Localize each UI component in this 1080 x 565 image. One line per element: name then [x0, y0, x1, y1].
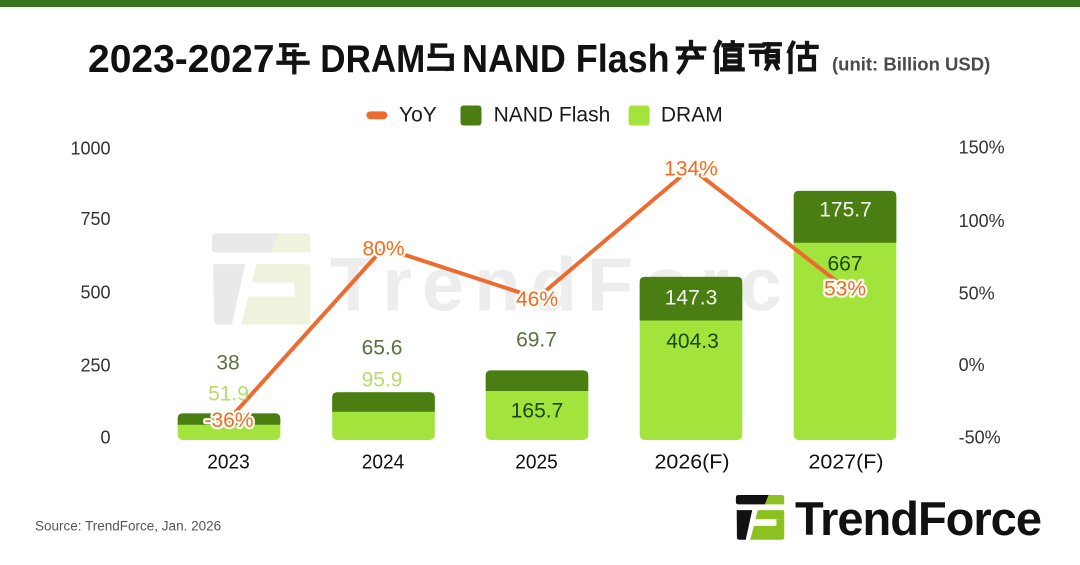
- svg-text:2023-2027: 2023-2027: [88, 38, 275, 81]
- svg-text:134%: 134%: [664, 158, 718, 181]
- svg-text:750: 750: [80, 209, 110, 229]
- svg-text:51.9: 51.9: [208, 383, 249, 406]
- svg-text:100%: 100%: [959, 211, 1005, 231]
- svg-text:TrendForce: TrendForce: [795, 492, 1041, 545]
- svg-text:Source: TrendForce, Jan. 2026: Source: TrendForce, Jan. 2026: [35, 519, 221, 534]
- svg-text:-50%: -50%: [959, 428, 1001, 448]
- svg-text:1000: 1000: [70, 138, 110, 158]
- svg-text:(unit: Billion USD): (unit: Billion USD): [832, 54, 990, 75]
- svg-text:50%: 50%: [959, 284, 995, 304]
- svg-text:69.7: 69.7: [516, 329, 557, 352]
- svg-text:250: 250: [80, 356, 110, 376]
- svg-text:65.6: 65.6: [362, 337, 403, 360]
- svg-text:DRAM: DRAM: [661, 104, 723, 127]
- svg-text:0: 0: [100, 428, 110, 448]
- svg-text:2023: 2023: [207, 452, 250, 474]
- svg-text:2025: 2025: [515, 452, 558, 474]
- svg-text:DRAM: DRAM: [320, 38, 425, 81]
- svg-text:53%: 53%: [824, 278, 866, 301]
- svg-text:0%: 0%: [959, 355, 985, 375]
- svg-text:80%: 80%: [362, 238, 404, 261]
- svg-text:2026(F): 2026(F): [655, 452, 730, 474]
- svg-text:46%: 46%: [516, 288, 558, 311]
- svg-text:NAND Flash: NAND Flash: [494, 104, 611, 127]
- svg-text:150%: 150%: [959, 138, 1005, 158]
- svg-text:NAND Flash: NAND Flash: [462, 38, 670, 81]
- svg-text:YoY: YoY: [399, 104, 437, 127]
- svg-text:2024: 2024: [362, 452, 405, 474]
- svg-text:175.7: 175.7: [819, 199, 872, 222]
- svg-text:404.3: 404.3: [666, 330, 719, 353]
- svg-text:667: 667: [827, 253, 862, 276]
- svg-text:147.3: 147.3: [665, 287, 718, 310]
- svg-text:38: 38: [216, 352, 239, 375]
- svg-text:-36%: -36%: [204, 409, 253, 432]
- svg-text:95.9: 95.9: [362, 369, 403, 392]
- svg-text:500: 500: [80, 282, 110, 302]
- svg-text:2027(F): 2027(F): [809, 452, 884, 474]
- svg-text:165.7: 165.7: [511, 400, 564, 423]
